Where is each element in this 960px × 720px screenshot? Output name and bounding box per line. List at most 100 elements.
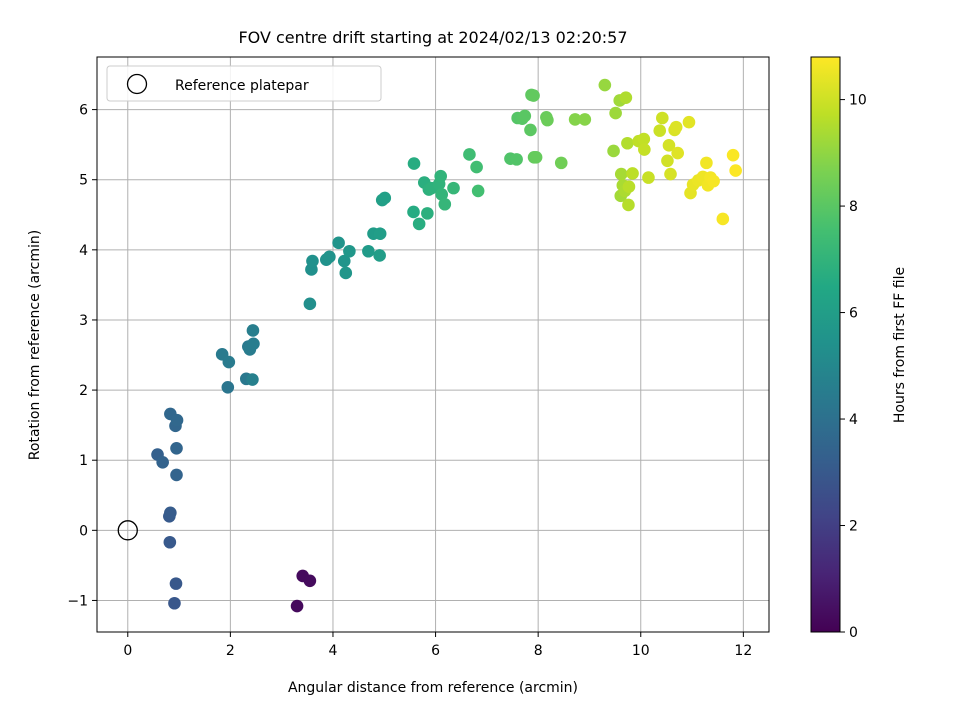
reference-marker [117,520,138,541]
x-tick-label: 0 [123,643,132,659]
data-point [343,244,356,258]
colorbar-tick-label: 0 [849,625,858,641]
data-point [619,91,633,104]
reference-point [117,520,138,541]
x-tick-label: 4 [329,643,338,659]
x-axis-ticks: 0 2 4 6 8 10 12 [123,632,752,659]
y-tick-label: 0 [79,523,88,539]
chart-title: FOV centre drift starting at 2024/02/13 … [238,28,627,47]
data-point [221,380,235,394]
x-tick-label: 6 [431,643,440,659]
data-point [339,266,353,280]
data-point [412,217,426,231]
data-points [151,78,742,613]
data-point [373,227,387,241]
data-point [529,150,543,164]
legend-marker [126,73,148,95]
data-point [568,113,582,126]
data-point [332,236,345,250]
colorbar-ticks: 0 2 4 6 8 10 [840,93,867,641]
data-point [622,180,636,194]
data-point [707,174,720,188]
x-tick-label: 10 [632,643,650,659]
data-point [170,441,183,455]
y-axis-label: Rotation from reference (arcmin) [27,230,43,460]
data-point [518,109,532,123]
data-point [303,574,317,588]
data-point [156,456,169,469]
data-point [653,124,667,137]
colorbar-tick-label: 8 [849,199,858,215]
y-tick-label: 5 [79,173,88,189]
legend-label: Reference platepar [175,78,309,94]
data-point [438,197,452,211]
data-point [661,154,674,168]
colorbar-tick-label: 4 [849,412,858,428]
data-point [463,148,476,161]
data-point [621,136,634,150]
data-point [470,160,483,174]
y-tick-label: 3 [79,313,88,329]
data-point [527,89,540,102]
data-point [337,254,351,268]
data-point [362,244,375,258]
data-point [407,205,420,219]
data-point [614,167,628,181]
data-point [541,113,554,127]
y-axis-ticks: −1 0 1 2 3 4 5 6 [67,103,97,609]
data-point [638,143,651,156]
data-point [637,132,651,146]
data-point [447,181,460,195]
y-tick-label: 1 [79,453,88,469]
data-point [303,297,317,311]
data-point [662,139,676,152]
data-point [669,120,683,134]
data-point [622,198,635,212]
data-point [373,249,386,262]
data-point [471,184,485,198]
data-point [169,577,183,590]
data-point [729,164,742,177]
data-point [642,171,655,184]
data-point [434,169,447,183]
data-point [664,167,677,181]
data-point [246,324,260,337]
data-point [168,596,181,610]
data-point [170,413,184,427]
y-tick-label: 4 [79,243,88,259]
y-tick-label: 6 [79,103,88,119]
data-point [671,146,684,160]
x-tick-label: 8 [534,643,543,659]
data-point [726,148,740,162]
data-point [682,115,696,129]
data-point [554,156,568,170]
data-point [700,156,713,170]
data-point [598,78,612,92]
y-tick-label: 2 [79,383,88,399]
data-point [421,207,434,220]
x-tick-label: 12 [734,643,752,659]
data-point [607,144,620,158]
data-point [407,157,421,170]
data-point [524,123,537,137]
plot-frame [96,56,770,633]
data-point [609,106,622,120]
data-point [378,191,392,205]
data-point [290,599,304,613]
x-axis-label: Angular distance from reference (arcmin) [288,680,578,696]
x-tick-label: 2 [226,643,235,659]
colorbar-tick-label: 6 [849,306,858,322]
legend-box [106,65,382,102]
colorbar-label: Hours from first FF file [892,267,908,423]
data-point [626,167,639,180]
legend: Reference platepar [106,65,382,102]
data-point [246,373,259,386]
data-point [163,535,177,549]
data-point [222,355,236,369]
data-point [247,337,260,351]
data-point [716,212,730,226]
colorbar-tick-label: 10 [849,93,867,109]
data-point [164,506,177,520]
data-point [306,254,319,268]
